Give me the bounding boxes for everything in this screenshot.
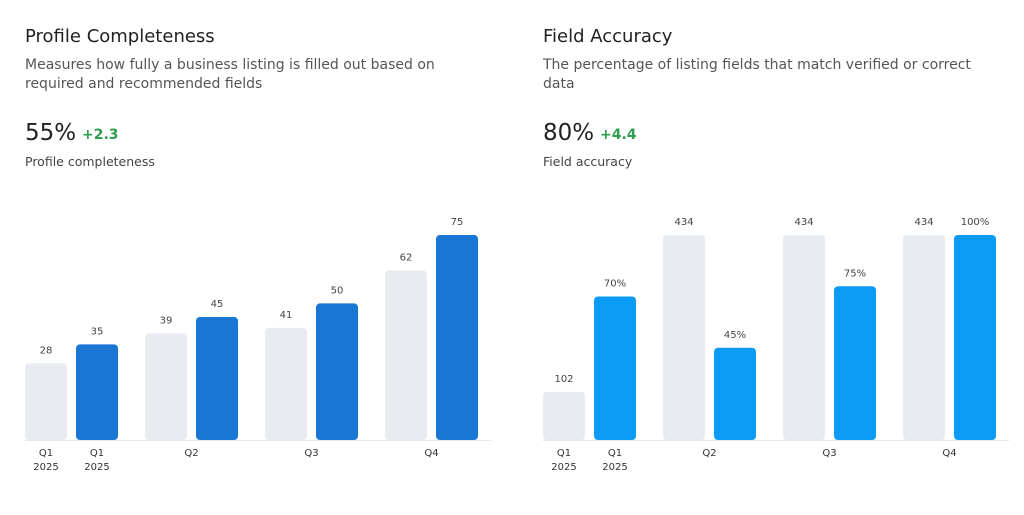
x-tick-label: Q1 2025 (33, 448, 59, 473)
value-label: 62 (400, 253, 413, 264)
kpi-change: +4.4 (600, 127, 637, 143)
kpi-change: +2.3 (82, 127, 119, 143)
value-label: 41 (280, 310, 293, 321)
x-tick-label: Q4 (942, 448, 957, 459)
value-label: 434 (794, 217, 813, 228)
bar (543, 391, 585, 440)
value-label: 45 (211, 299, 224, 310)
bar (714, 347, 756, 440)
value-label: 50 (331, 285, 344, 296)
x-tick-label: Q2 (702, 448, 717, 459)
value-label: 45% (724, 330, 746, 341)
bar (196, 317, 238, 440)
bar (834, 286, 876, 440)
chart-panel: Profile Completeness Measures how fully a… (25, 0, 495, 515)
chart-title: Field Accuracy (543, 26, 673, 47)
chart-subtitle: Measures how fully a business listing is… (25, 57, 435, 92)
x-tick-label: Q2 (184, 448, 199, 459)
kpi-label: Profile completeness (25, 154, 155, 169)
bar (316, 303, 358, 440)
chart-panel: Field Accuracy The percentage of listing … (543, 0, 1013, 515)
x-tick-label: Q1 2025 (602, 448, 628, 473)
kpi-value: 55% (25, 120, 77, 146)
bar (663, 235, 705, 440)
value-label: 434 (674, 217, 693, 228)
chart-title: Profile Completeness (25, 26, 215, 47)
bar-chart: 102 70% 434 45% 434 75% 434 100% (543, 217, 1009, 441)
x-tick-label: Q3 (822, 448, 837, 459)
bar (903, 235, 945, 440)
chart-subtitle: The percentage of listing fields that ma… (543, 57, 971, 92)
x-tick-label: Q1 2025 (84, 448, 110, 473)
bar (76, 344, 118, 440)
value-label: 102 (554, 374, 573, 385)
value-label: 39 (160, 315, 173, 326)
value-label: 75 (451, 217, 464, 228)
value-label: 28 (40, 345, 53, 356)
bar (436, 235, 478, 440)
x-tick-label: Q1 2025 (551, 448, 577, 473)
bar (25, 363, 67, 440)
x-tick-label: Q3 (304, 448, 319, 459)
bar (783, 235, 825, 440)
value-label: 100% (961, 217, 990, 228)
bar (145, 333, 187, 440)
bar (385, 270, 427, 440)
value-label: 75% (844, 268, 866, 279)
bar (954, 235, 996, 440)
value-label: 70% (604, 279, 626, 290)
x-tick-label: Q4 (424, 448, 439, 459)
bar (265, 327, 307, 440)
kpi-value: 80% (543, 120, 595, 146)
value-label: 35 (91, 326, 104, 337)
bar-chart: 28 35 39 45 41 50 62 75 (25, 217, 491, 441)
kpi-label: Field accuracy (543, 154, 633, 169)
value-label: 434 (914, 217, 933, 228)
bar (594, 296, 636, 440)
